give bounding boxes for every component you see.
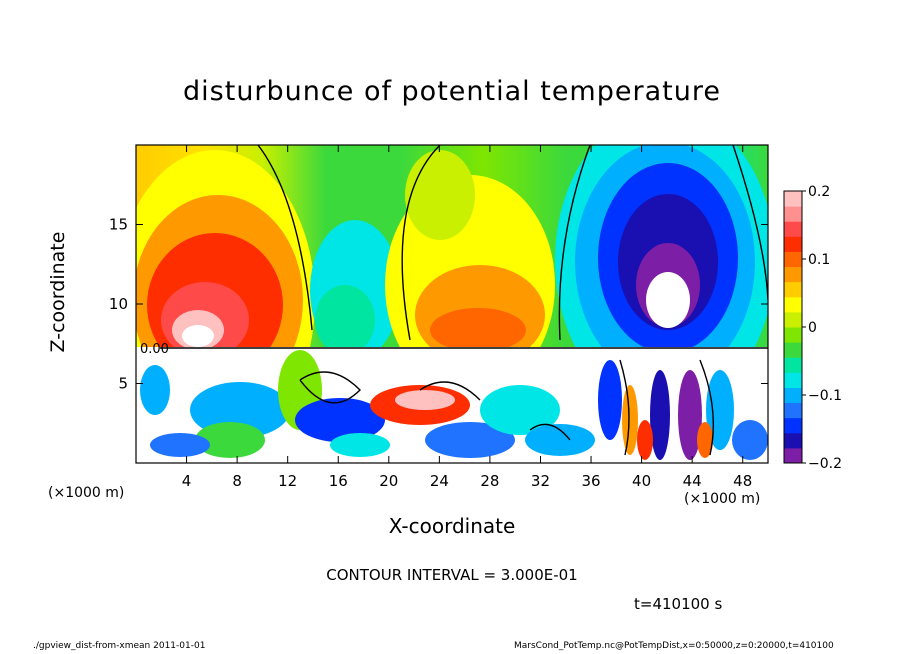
colorbar-swatch — [784, 296, 802, 313]
colorbar-swatch — [784, 206, 802, 222]
colorbar-swatch — [784, 236, 802, 252]
colorbar-swatch — [784, 251, 802, 268]
x-axis-ticks: 4 8 12 16 20 24 28 32 36 40 44 48 — [182, 145, 752, 490]
x-tick-label: 48 — [733, 472, 752, 490]
warm-plume-mid-upper — [405, 150, 475, 240]
colorbar-swatch — [784, 417, 802, 434]
contour-zero-label: 0.00 — [140, 342, 169, 357]
colorbar-swatch — [784, 221, 802, 237]
colorbar — [784, 191, 802, 464]
contour-interval-text: CONTOUR INTERVAL = 3.000E-01 — [326, 566, 578, 584]
x-tick-label: 32 — [531, 472, 550, 490]
colorbar-swatch — [784, 266, 802, 283]
x-tick-label: 16 — [329, 472, 348, 490]
colorbar-tick-label: −0.2 — [808, 456, 842, 472]
colorbar-swatch — [784, 191, 802, 207]
colorbar-tick-label: 0 — [808, 320, 817, 336]
colorbar-swatch — [784, 327, 802, 343]
chart-title: disturbunce of potential temperature — [183, 76, 721, 107]
x-tick-label: 12 — [278, 472, 297, 490]
warm-plume-mid-red — [430, 308, 526, 352]
footer-data-source: MarsCond_PotTemp.nc@PotTempDist,x=0:5000… — [514, 641, 834, 651]
x-unit-label-left: (×1000 m) — [48, 485, 125, 501]
x-tick-label: 36 — [581, 472, 600, 490]
colorbar-swatch — [784, 402, 802, 419]
x-tick-label: 20 — [379, 472, 398, 490]
colorbar-swatch — [784, 387, 802, 404]
x-tick-label: 8 — [232, 472, 242, 490]
x-tick-label: 28 — [480, 472, 499, 490]
x-tick-label: 40 — [632, 472, 651, 490]
colorbar-swatch — [784, 432, 802, 449]
x-tick-label: 24 — [430, 472, 449, 490]
time-label: t=410100 s — [634, 595, 723, 613]
colorbar-tick-label: −0.1 — [808, 388, 842, 404]
x-tick-label: 44 — [683, 472, 702, 490]
colorbar-swatch — [784, 342, 802, 358]
y-tick-label: 15 — [109, 216, 128, 234]
lower-layer-blobs — [140, 350, 768, 460]
heatmap-field — [136, 145, 768, 463]
cold-plume-white — [646, 272, 690, 328]
colorbar-swatch — [784, 447, 802, 464]
colorbar-tick-label: 0.2 — [808, 184, 830, 200]
x-tick-label: 4 — [182, 472, 192, 490]
colorbar-swatch — [784, 372, 802, 388]
colorbar-swatch — [784, 357, 802, 373]
x-unit-label-right: (×1000 m) — [684, 491, 761, 507]
y-tick-label: 5 — [118, 375, 128, 393]
warm-plume-left-white — [182, 325, 214, 347]
colorbar-tick-label: 0.1 — [808, 252, 830, 268]
x-axis-label: X-coordinate — [388, 514, 516, 538]
colorbar-ticks: 0.2 0.1 0 −0.1 −0.2 — [802, 184, 842, 472]
colorbar-swatch — [784, 311, 802, 328]
y-tick-label: 10 — [109, 295, 128, 313]
footer-script-name: ./gpview_dist-from-xmean 2011-01-01 — [33, 641, 206, 651]
colorbar-swatch — [784, 281, 802, 298]
cool-region-middle-2 — [315, 285, 375, 355]
contour-lines — [160, 145, 768, 456]
y-axis-ticks: 5 10 15 — [109, 216, 768, 393]
